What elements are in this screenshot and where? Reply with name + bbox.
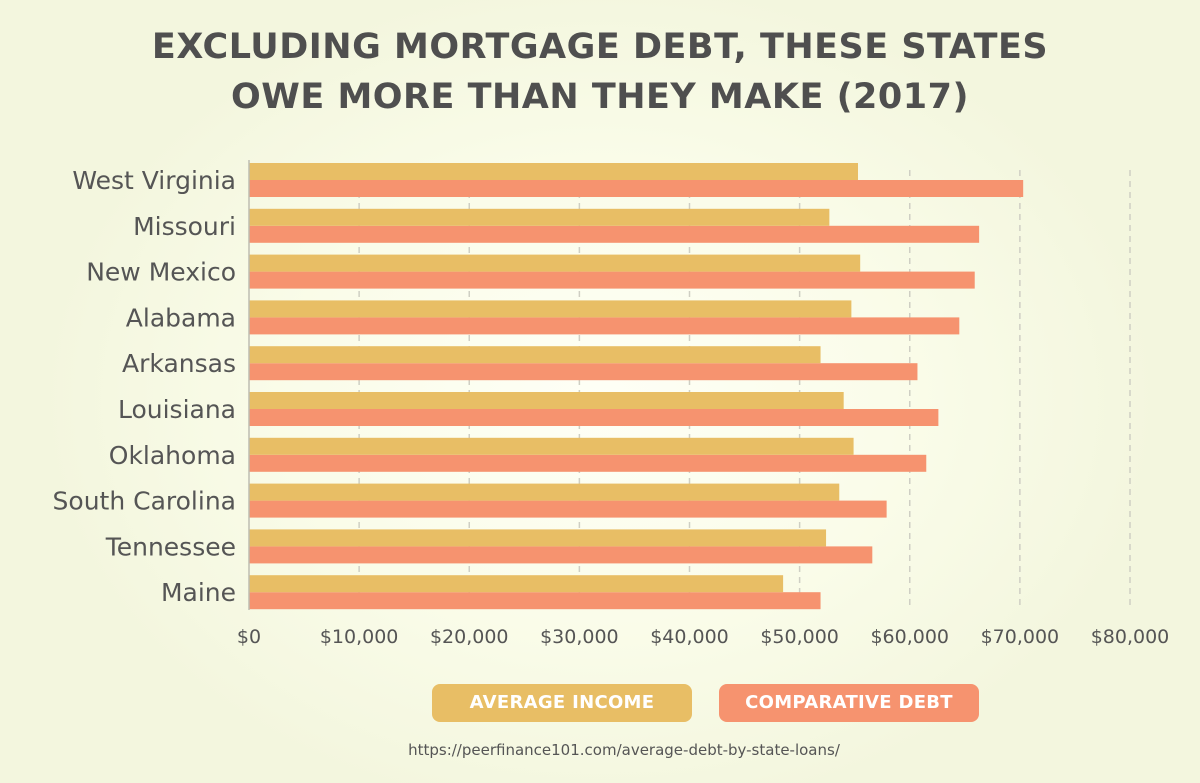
bar-average-income — [249, 483, 840, 501]
category-label: South Carolina — [53, 487, 236, 516]
bar-average-income — [249, 254, 861, 272]
bar-comparative-debt — [249, 225, 980, 243]
bar-average-income — [249, 300, 852, 318]
bar-comparative-debt — [249, 271, 975, 289]
chart-title: EXCLUDING MORTGAGE DEBT, THESE STATES OW… — [0, 22, 1200, 122]
bar-comparative-debt — [249, 500, 887, 518]
bar-comparative-debt — [249, 409, 939, 426]
bar-comparative-debt — [249, 180, 1024, 197]
x-tick-label: $30,000 — [540, 626, 619, 648]
bar-average-income — [249, 392, 844, 409]
bar-average-income — [249, 437, 854, 455]
x-tick-label: $0 — [237, 626, 261, 648]
chart-title-line-2: OWE MORE THAN THEY MAKE (2017) — [231, 77, 969, 117]
legend-average-income: AVERAGE INCOME — [432, 684, 692, 722]
category-label: Louisiana — [118, 395, 236, 424]
category-label: Tennessee — [105, 532, 236, 561]
category-label: Oklahoma — [109, 441, 236, 470]
x-tick-label: $50,000 — [760, 626, 839, 648]
chart-title-line-1: EXCLUDING MORTGAGE DEBT, THESE STATES — [151, 27, 1049, 67]
x-tick-label: $10,000 — [320, 626, 399, 648]
category-labels: West Virginia Missouri New Mexico Alabama Ar… — [53, 166, 236, 607]
bar-comparative-debt — [249, 454, 927, 472]
x-tick-label: $20,000 — [430, 626, 509, 648]
category-label: West Virginia — [72, 166, 236, 195]
category-label: Arkansas — [122, 349, 236, 378]
category-label: New Mexico — [86, 258, 236, 287]
bar-comparative-debt — [249, 363, 918, 381]
legend-comparative-debt: COMPARATIVE DEBT — [719, 684, 979, 722]
x-tick-label: $70,000 — [981, 626, 1060, 648]
bars — [249, 163, 1024, 610]
x-axis-tick-labels: $0 $10,000 $20,000 $30,000 $40,000 $50,000 $60… — [237, 626, 1169, 648]
category-label: Maine — [161, 578, 236, 607]
category-label: Missouri — [133, 212, 236, 241]
bar-average-income — [249, 529, 827, 547]
bar-average-income — [249, 575, 784, 593]
x-tick-label: $60,000 — [870, 626, 949, 648]
x-tick-label: $40,000 — [650, 626, 729, 648]
bar-comparative-debt — [249, 592, 821, 610]
bar-comparative-debt — [249, 317, 960, 335]
legend-average-income-label: AVERAGE INCOME — [469, 692, 655, 713]
source-url: https://peerfinance101.com/average-debt-… — [408, 741, 840, 759]
bar-average-income — [249, 346, 821, 364]
bar-average-income — [249, 163, 858, 180]
x-tick-label: $80,000 — [1091, 626, 1170, 648]
legend-comparative-debt-label: COMPARATIVE DEBT — [745, 692, 953, 713]
bar-average-income — [249, 208, 830, 226]
bar-comparative-debt — [249, 546, 873, 564]
category-label: Alabama — [126, 303, 236, 332]
